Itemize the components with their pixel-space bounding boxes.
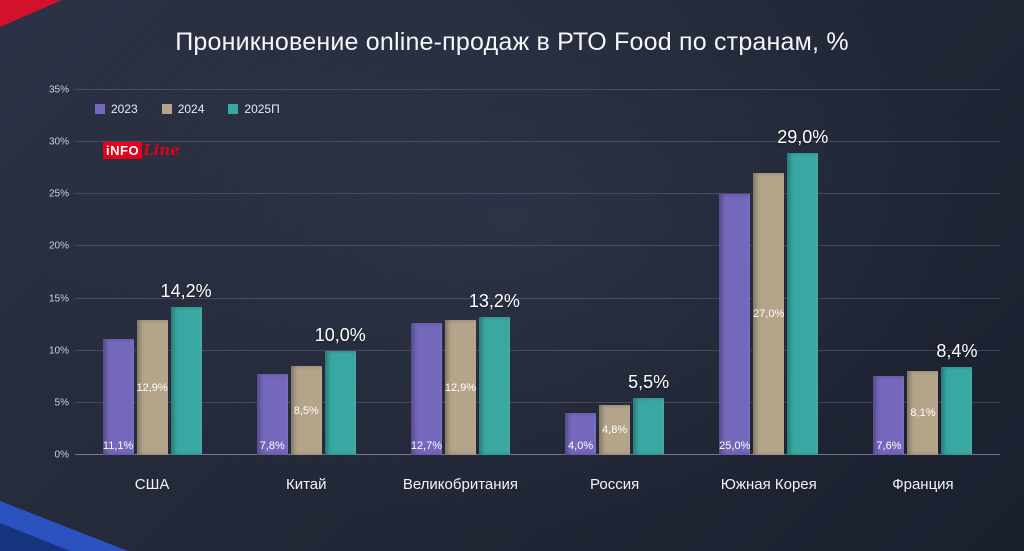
legend-swatch — [228, 104, 239, 114]
bar-2024: 12,9% — [445, 320, 476, 455]
legend-label: 2024 — [177, 102, 205, 116]
bar-2025П: 8,4% — [936, 341, 977, 455]
bar-value-label: 11,1% — [102, 440, 134, 452]
bar-2023: 11,1% — [102, 339, 134, 455]
bars: 7,8% 8,5% 10,0% — [229, 90, 383, 455]
corner-accent-bottom-left — [0, 501, 128, 551]
bar-group: 11,1% 12,9% 14,2% США — [75, 90, 229, 493]
bar-value-label: 10,0% — [314, 324, 366, 345]
infoline-logo: iNFO Line — [103, 142, 180, 159]
infoline-logo-info: iNFO — [103, 142, 143, 159]
bar-2023: 12,7% — [410, 322, 443, 455]
bar-value-label: 8,5% — [293, 404, 319, 417]
gridline — [75, 297, 1000, 299]
corner-accent-top-left — [0, 0, 62, 27]
gridline — [75, 454, 1000, 455]
bar-2025П: 29,0% — [777, 127, 828, 455]
category-label: Китай — [285, 476, 327, 493]
y-tick-label: 15% — [48, 293, 69, 305]
bar-value-label: 4,0% — [568, 440, 594, 452]
legend-swatch — [161, 104, 172, 114]
category-label: Россия — [590, 476, 640, 493]
y-tick-label: 0% — [54, 449, 69, 461]
bar-2024: 8,1% — [907, 370, 939, 455]
bar-2023: 25,0% — [719, 194, 750, 455]
bar-value-label: 13,2% — [468, 291, 520, 312]
bars: 11,1% 12,9% 14,2% — [75, 90, 229, 455]
legend-label: 2023 — [111, 102, 138, 116]
bar-value-label: 27,0% — [753, 308, 785, 321]
category-label: Южная Корея — [720, 476, 817, 493]
bar-value-label: 25,0% — [719, 440, 751, 452]
legend-swatch — [95, 104, 105, 114]
bar-value-label: 14,2% — [160, 280, 212, 301]
category-label: США — [134, 476, 170, 493]
bar-value-label: 8,4% — [936, 341, 978, 362]
bar-2024: 4,8% — [599, 404, 631, 455]
gridline — [75, 349, 1000, 351]
bar-value-label: 12,9% — [136, 381, 168, 394]
bar-value-label: 12,9% — [444, 381, 477, 394]
bar-2024: 8,5% — [290, 366, 322, 455]
bar-2025П: 5,5% — [628, 372, 669, 455]
bars: 4,0% 4,8% 5,5% — [538, 90, 692, 455]
bar-group: 7,6% 8,1% 8,4% Франция — [846, 90, 1000, 493]
legend-label: 2025П — [244, 102, 280, 116]
bar-2023: 7,8% — [256, 373, 288, 455]
gridline — [75, 89, 1000, 90]
y-tick-label: 30% — [48, 136, 69, 148]
gridline — [75, 193, 1000, 195]
bar-value-label: 5,5% — [628, 371, 670, 392]
legend-item: 2024 — [161, 102, 205, 116]
bar-group: 4,0% 4,8% 5,5% Россия — [538, 90, 692, 493]
bar-groups: 11,1% 12,9% 14,2% США 7,8% 8,5% 10,0% Китай 12,7… — [75, 90, 1000, 493]
bar-2023: 4,0% — [565, 413, 597, 455]
bars: 7,6% 8,1% 8,4% — [846, 90, 1000, 455]
bar-2025П: 14,2% — [161, 281, 212, 455]
legend: 2023 2024 2025П — [95, 102, 280, 116]
bar-value-label: 7,8% — [259, 440, 285, 452]
category-label: Великобритания — [402, 476, 519, 493]
legend-item: 2025П — [228, 102, 280, 116]
y-tick-label: 20% — [48, 240, 69, 252]
y-tick-label: 35% — [48, 84, 69, 96]
y-tick-label: 5% — [54, 397, 69, 409]
bars: 12,7% 12,9% 13,2% — [383, 90, 537, 455]
bar-value-label: 7,6% — [876, 440, 902, 452]
bar-2023: 7,6% — [873, 375, 905, 455]
gridline — [75, 245, 1000, 247]
gridline — [75, 141, 1000, 143]
bar-value-label: 29,0% — [777, 126, 829, 147]
chart-title: Проникновение online-продаж в РТО Food п… — [175, 28, 849, 56]
infoline-logo-line: Line — [143, 141, 180, 159]
y-tick-label: 25% — [48, 188, 69, 200]
bar-group: 12,7% 12,9% 13,2% Великобритания — [383, 90, 537, 493]
y-tick-label: 10% — [48, 345, 69, 357]
plot-area: 2023 2024 2025П iNFO Line 11,1% 12,9% 14,2% СШ… — [49, 85, 1000, 493]
bar-value-label: 12,7% — [410, 440, 443, 452]
bar-value-label: 8,1% — [910, 406, 936, 419]
bar-group: 7,8% 8,5% 10,0% Китай — [229, 90, 383, 493]
gridline — [75, 401, 1000, 403]
bar-group: 25,0% 27,0% 29,0% Южная Корея — [692, 90, 846, 493]
bar-2024: 27,0% — [753, 173, 784, 455]
bar-2025П: 13,2% — [469, 291, 520, 455]
bar-2025П: 10,0% — [315, 325, 366, 455]
corner-accent-bottom-left-dark — [0, 523, 70, 551]
bars: 25,0% 27,0% 29,0% — [692, 90, 846, 455]
bar-2024: 12,9% — [136, 320, 168, 455]
legend-item: 2023 — [95, 102, 138, 116]
category-label: Франция — [892, 476, 954, 493]
bar-value-label: 4,8% — [602, 423, 628, 436]
